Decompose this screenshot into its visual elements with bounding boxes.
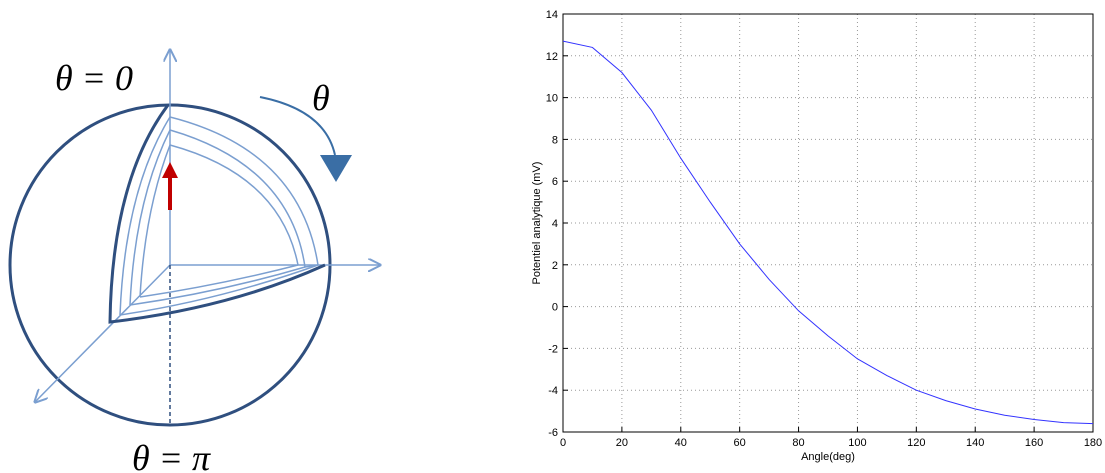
x-tick-label: 100 (848, 437, 866, 449)
y-tick-label: 10 (546, 93, 558, 105)
sphere-diagram: θ = 0 θ θ = π (8, 50, 380, 473)
x-tick-label: 180 (1084, 437, 1102, 449)
theta-arrowhead (320, 155, 352, 182)
diagram-label: θ (312, 78, 330, 118)
y-tick-label: 12 (546, 51, 558, 63)
y-tick-label: 14 (546, 9, 558, 21)
x-axis-label: Angle(deg) (801, 451, 855, 463)
y-tick-label: -6 (548, 427, 558, 439)
x-tick-label: 0 (560, 437, 566, 449)
plot-frame (562, 13, 1094, 433)
y-tick-label: 6 (552, 176, 558, 188)
x-tick-label: 140 (966, 437, 984, 449)
x-tick-label: 40 (675, 437, 687, 449)
x-tick-label: 120 (907, 437, 925, 449)
shell (169, 144, 299, 266)
y-tick-label: -4 (548, 385, 558, 397)
y-tick-label: 2 (552, 260, 558, 272)
diagram-label: θ = 0 (55, 58, 133, 98)
shell (169, 116, 319, 268)
data-line (562, 40, 1094, 425)
theta-arc (259, 96, 336, 156)
y-axis-label: Potentiel analytique (mV) (531, 162, 543, 285)
x-tick-label: 80 (792, 437, 804, 449)
x-axis (35, 264, 171, 402)
y-tick-label: 0 (552, 302, 558, 314)
x-tick-label: 20 (616, 437, 628, 449)
shell (119, 264, 319, 316)
y-tick-label: 8 (552, 134, 558, 146)
shell (119, 116, 171, 316)
y-tick-label: -2 (548, 343, 558, 355)
y-tick-label: 4 (552, 218, 558, 230)
cut-edge (108, 104, 326, 324)
diagram-label: θ = π (132, 438, 211, 473)
x-tick-label: 60 (734, 437, 746, 449)
x-tick-label: 160 (1025, 437, 1043, 449)
